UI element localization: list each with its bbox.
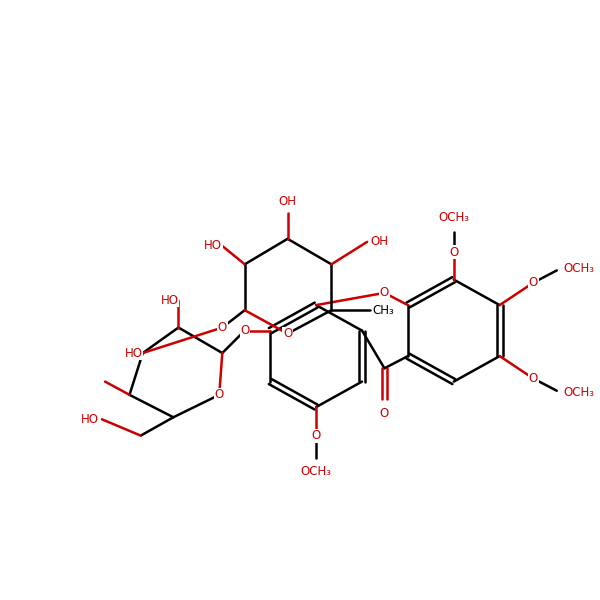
Text: HO: HO <box>160 293 178 307</box>
Text: O: O <box>449 245 458 259</box>
Text: O: O <box>240 324 250 337</box>
Text: O: O <box>215 388 224 401</box>
Text: O: O <box>283 327 292 340</box>
Text: O: O <box>380 407 389 420</box>
Text: HO: HO <box>205 239 223 253</box>
Text: O: O <box>380 286 389 299</box>
Text: HO: HO <box>125 347 143 359</box>
Text: O: O <box>311 429 321 442</box>
Text: OH: OH <box>278 195 296 208</box>
Text: OH: OH <box>370 235 388 248</box>
Text: OCH₃: OCH₃ <box>301 465 332 478</box>
Text: O: O <box>529 372 538 385</box>
Text: CH₃: CH₃ <box>372 304 394 317</box>
Text: HO: HO <box>81 413 99 426</box>
Text: OCH₃: OCH₃ <box>563 386 594 399</box>
Text: OCH₃: OCH₃ <box>563 262 594 275</box>
Text: O: O <box>529 276 538 289</box>
Text: OCH₃: OCH₃ <box>438 211 469 224</box>
Text: O: O <box>218 321 227 334</box>
